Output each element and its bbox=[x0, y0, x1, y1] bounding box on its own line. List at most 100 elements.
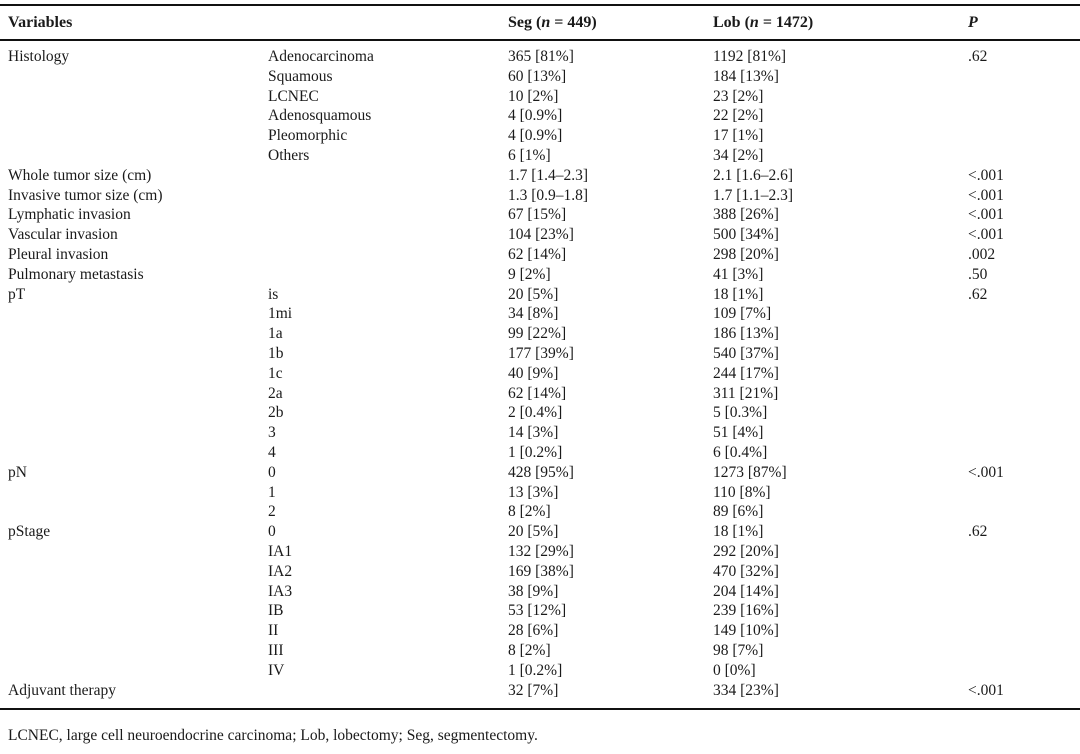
table-row: Others 6 [1%] 34 [2%] bbox=[0, 146, 1080, 166]
seg-value-cell: 13 [3%] bbox=[508, 483, 559, 501]
subcategory-cell bbox=[260, 245, 500, 265]
subcategory-cell: Squamous bbox=[268, 67, 333, 85]
variable-cell bbox=[0, 423, 260, 443]
lob-value-cell: 98 [7%] bbox=[713, 641, 764, 659]
variable-cell bbox=[0, 67, 260, 87]
subcategory-cell: IA3 bbox=[268, 582, 293, 600]
header-lob: Lob (n = 1472) bbox=[705, 5, 960, 41]
seg-value-cell: 6 [1%] bbox=[508, 146, 551, 164]
variable-cell: pN bbox=[8, 463, 27, 481]
p-value-cell: .62 bbox=[968, 285, 988, 303]
table-row: Lymphatic invasion 67 [15%] 388 [26%] <.001 bbox=[0, 205, 1080, 225]
table-row: Whole tumor size (cm) 1.7 [1.4–2.3] 2.1 [1… bbox=[0, 166, 1080, 186]
header-lob-post: = 1472) bbox=[758, 13, 814, 31]
table-row: Pulmonary metastasis 9 [2%] 41 [3%] .50 bbox=[0, 265, 1080, 285]
lob-value-cell: 51 [4%] bbox=[713, 424, 764, 442]
baseline-characteristics-table: Variables Seg (n = 449) Lob (n = 1472) P… bbox=[0, 4, 1080, 711]
table-row: Histology Adenocarcinoma 365 [81%] 1192 [81… bbox=[0, 40, 1080, 67]
subcategory-cell bbox=[260, 166, 500, 186]
variable-cell bbox=[0, 562, 260, 582]
p-value-cell bbox=[960, 126, 1080, 146]
p-value-cell bbox=[960, 324, 1080, 344]
p-value-cell: <.001 bbox=[968, 226, 1004, 244]
variable-cell: Vascular invasion bbox=[8, 226, 118, 244]
p-value-cell bbox=[960, 483, 1080, 503]
seg-value-cell: 177 [39%] bbox=[508, 344, 574, 362]
p-value-cell bbox=[960, 67, 1080, 87]
seg-value-cell: 104 [23%] bbox=[508, 226, 574, 244]
table-row: pStage 0 20 [5%] 18 [1%] .62 bbox=[0, 522, 1080, 542]
header-seg-pre: Seg ( bbox=[508, 13, 542, 31]
table-row: pN 0 428 [95%] 1273 [87%] <.001 bbox=[0, 463, 1080, 483]
lob-value-cell: 239 [16%] bbox=[713, 602, 779, 620]
seg-value-cell: 1 [0.2%] bbox=[508, 661, 563, 679]
header-p-value: P bbox=[960, 5, 1080, 41]
table-row: II 28 [6%] 149 [10%] bbox=[0, 621, 1080, 641]
seg-value-cell: 62 [14%] bbox=[508, 245, 567, 263]
seg-value-cell: 38 [9%] bbox=[508, 582, 559, 600]
table-row: IA2 169 [38%] 470 [32%] bbox=[0, 562, 1080, 582]
header-p-label: P bbox=[968, 13, 978, 31]
p-value-cell bbox=[960, 87, 1080, 107]
subcategory-cell: 1b bbox=[268, 344, 284, 362]
subcategory-cell: 2 bbox=[268, 503, 276, 521]
table-row: 1b 177 [39%] 540 [37%] bbox=[0, 344, 1080, 364]
subcategory-cell: 3 bbox=[268, 424, 276, 442]
table-row: Invasive tumor size (cm) 1.3 [0.9–1.8] 1.7… bbox=[0, 186, 1080, 206]
header-seg: Seg (n = 449) bbox=[500, 5, 705, 41]
table-row: 1mi 34 [8%] 109 [7%] bbox=[0, 304, 1080, 324]
seg-value-cell: 428 [95%] bbox=[508, 463, 574, 481]
variable-cell bbox=[0, 403, 260, 423]
lob-value-cell: 244 [17%] bbox=[713, 364, 779, 382]
variable-cell bbox=[0, 582, 260, 602]
seg-value-cell: 40 [9%] bbox=[508, 364, 559, 382]
variable-cell bbox=[0, 542, 260, 562]
seg-value-cell: 132 [29%] bbox=[508, 542, 574, 560]
p-value-cell bbox=[960, 502, 1080, 522]
subcategory-cell: 1c bbox=[268, 364, 283, 382]
seg-value-cell: 8 [2%] bbox=[508, 503, 551, 521]
p-value-cell bbox=[960, 384, 1080, 404]
p-value-cell bbox=[960, 601, 1080, 621]
p-value-cell: <.001 bbox=[968, 463, 1004, 481]
variable-cell bbox=[0, 146, 260, 166]
p-value-cell bbox=[960, 344, 1080, 364]
lob-value-cell: 110 [8%] bbox=[713, 483, 771, 501]
variable-cell bbox=[0, 661, 260, 681]
variable-cell bbox=[0, 324, 260, 344]
seg-value-cell: 2 [0.4%] bbox=[508, 404, 563, 422]
table-body: Histology Adenocarcinoma 365 [81%] 1192 [81… bbox=[0, 40, 1080, 709]
seg-value-cell: 20 [5%] bbox=[508, 523, 559, 541]
variable-cell bbox=[0, 106, 260, 126]
table-row: 1a 99 [22%] 186 [13%] bbox=[0, 324, 1080, 344]
lob-value-cell: 6 [0.4%] bbox=[713, 443, 768, 461]
subcategory-cell: 1mi bbox=[268, 305, 293, 323]
p-value-cell bbox=[960, 364, 1080, 384]
lob-value-cell: 311 [21%] bbox=[713, 384, 779, 402]
subcategory-cell: 0 bbox=[268, 523, 276, 541]
table-row: Adenosquamous 4 [0.9%] 22 [2%] bbox=[0, 106, 1080, 126]
lob-value-cell: 5 [0.3%] bbox=[713, 404, 768, 422]
variable-cell bbox=[0, 621, 260, 641]
lob-value-cell: 470 [32%] bbox=[713, 562, 779, 580]
p-value-cell: <.001 bbox=[968, 186, 1004, 204]
table-row: 3 14 [3%] 51 [4%] bbox=[0, 423, 1080, 443]
lob-value-cell: 22 [2%] bbox=[713, 107, 764, 125]
table-row: Vascular invasion 104 [23%] 500 [34%] <.001 bbox=[0, 225, 1080, 245]
subcategory-cell: Adenocarcinoma bbox=[268, 48, 374, 65]
header-variables-label: Variables bbox=[8, 13, 73, 31]
lob-value-cell: 23 [2%] bbox=[713, 87, 764, 105]
variable-cell bbox=[0, 483, 260, 503]
table-row: Squamous 60 [13%] 184 [13%] bbox=[0, 67, 1080, 87]
lob-value-cell: 18 [1%] bbox=[713, 523, 764, 541]
header-row: Variables Seg (n = 449) Lob (n = 1472) P bbox=[0, 5, 1080, 41]
p-value-cell: .62 bbox=[968, 48, 988, 65]
table-row: Adjuvant therapy 32 [7%] 334 [23%] <.001 bbox=[0, 681, 1080, 710]
subcategory-cell: 0 bbox=[268, 463, 276, 481]
variable-cell bbox=[0, 364, 260, 384]
table-header: Variables Seg (n = 449) Lob (n = 1472) P bbox=[0, 5, 1080, 41]
seg-value-cell: 1.7 [1.4–2.3] bbox=[508, 166, 589, 184]
p-value-cell bbox=[960, 582, 1080, 602]
lob-value-cell: 298 [20%] bbox=[713, 245, 779, 263]
